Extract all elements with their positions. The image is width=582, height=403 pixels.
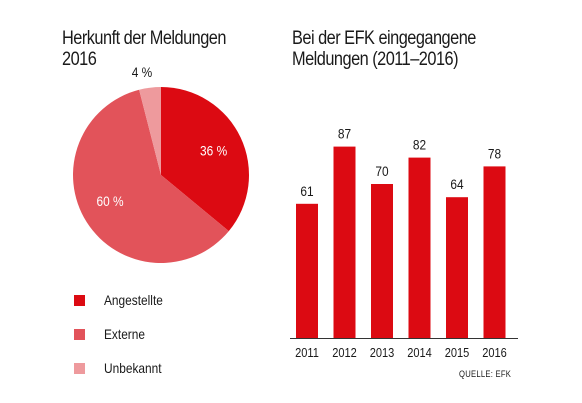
source-note: QUELLE: EFK (459, 369, 512, 379)
pie-legend: Angestellte Externe Unbekannt (74, 292, 173, 394)
pie-slice-angestellte (161, 87, 250, 232)
bar-chart-title: Bei der EFK eingegangene Meldungen (2011… (292, 28, 476, 70)
legend-swatch-external (74, 328, 85, 340)
pie-title-line-1: Herkunft der Meldungen (62, 28, 226, 49)
pie-slice-unbekannt (139, 86, 161, 175)
bar-2012 (333, 146, 356, 338)
bar-2014 (408, 157, 431, 338)
pie-chart-title: Herkunft der Meldungen 2016 (62, 28, 226, 70)
x-tick-label-2012: 2012 (332, 345, 357, 360)
x-tick-label-2011: 2011 (295, 345, 319, 360)
pie-data-label-angestellte: 36 % (200, 142, 228, 158)
bar-2013 (371, 184, 393, 338)
x-tick-label-2013: 2013 (370, 345, 395, 360)
legend-swatch-employees (74, 294, 85, 306)
legend-label-unknown: Unbekannt (104, 360, 162, 376)
bar-title-line-1: Bei der EFK eingegangene (292, 28, 476, 49)
bar-value-label-2014: 82 (413, 137, 426, 153)
pie-chart: 36 % 60 % 4 % (73, 64, 250, 263)
bar-2011 (296, 203, 318, 338)
bar-2015 (446, 197, 468, 338)
legend-label-external: Externe (104, 326, 146, 342)
bar-value-label-2013: 70 (375, 163, 388, 179)
legend-item-external: Externe (74, 326, 173, 342)
legend-item-unknown: Unbekannt (74, 360, 173, 376)
pie-data-label-unbekannt: 4 % (132, 64, 153, 80)
legend-swatch-unknown (74, 362, 85, 374)
bar-chart: 61 2011 87 2012 70 2013 82 2014 64 2015 78 2016 (290, 126, 518, 360)
bar-title-line-2: Meldungen (2011–2016) (292, 49, 459, 70)
bar-2016 (483, 166, 506, 338)
bar-value-label-2015: 64 (450, 176, 463, 192)
bar-value-label-2012: 87 (338, 126, 351, 142)
x-tick-label-2015: 2015 (445, 345, 470, 360)
bar-value-label-2011: 61 (300, 183, 313, 199)
legend-item-employees: Angestellte (74, 292, 173, 308)
legend-label-employees: Angestellte (104, 292, 163, 308)
pie-slice-externe (73, 89, 229, 263)
pie-data-label-externe: 60 % (97, 193, 125, 209)
pie-title-line-2: 2016 (62, 49, 97, 70)
bar-value-label-2016: 78 (488, 145, 501, 161)
x-tick-label-2016: 2016 (482, 345, 507, 360)
x-tick-label-2014: 2014 (407, 345, 432, 360)
